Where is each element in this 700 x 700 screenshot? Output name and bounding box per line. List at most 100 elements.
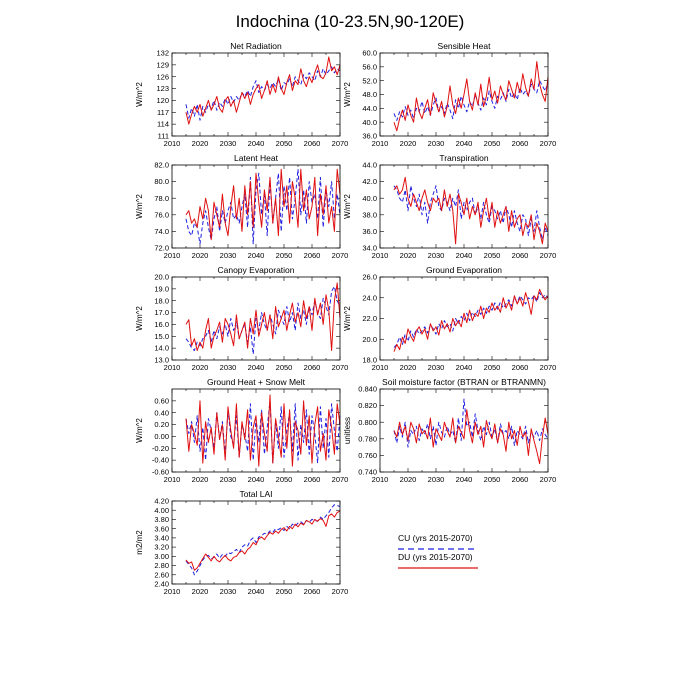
y-tick-label: 38.0 [362,210,377,219]
y-tick-label: 0.40 [154,408,169,417]
series-line-cu [185,504,341,576]
y-tick-label: 20.0 [362,335,377,344]
y-axis-label: unitless [343,417,352,444]
y-tick-label: 0.20 [154,420,169,429]
x-tick-label: 2060 [304,475,321,484]
y-tick-label: 24.0 [362,293,377,302]
y-tick-label: 0.60 [154,396,169,405]
y-axis-label: W/m^2 [343,306,352,331]
y-axis-label: W/m^2 [135,306,144,331]
x-tick-label: 2030 [220,363,237,372]
x-tick-label: 2050 [276,139,293,148]
plot-frame [171,276,341,361]
x-tick-label: 2030 [428,363,445,372]
y-tick-label: 126 [156,72,169,81]
y-tick-label: 3.60 [154,524,169,533]
x-tick-label: 2030 [428,251,445,260]
y-tick-label: 19.0 [154,284,169,293]
y-tick-label: 2.80 [154,561,169,570]
x-tick-label: 2020 [192,363,209,372]
y-tick-label: 40.0 [362,118,377,127]
x-tick-label: 2040 [456,139,473,148]
plot-frame [379,164,549,249]
panel-4: Transpiration W/m^2 2010 2020 2030 2040 2050 20… [343,153,556,260]
y-tick-label: 2.60 [154,570,169,579]
x-tick-label: 2010 [164,587,181,596]
x-tick-label: 2030 [220,251,237,260]
panel-8: Soil moisture factor (BTRAN or BTRANMN) u… [343,377,556,484]
series-line-du [185,168,341,241]
y-tick-label: 20.0 [154,273,169,282]
y-tick-label: 0.800 [358,418,377,427]
y-tick-label: 2.40 [154,580,169,589]
panel-title: Soil moisture factor (BTRAN or BTRANMN) [382,377,546,387]
plot-frame [171,388,341,473]
series-line-cu [393,292,549,348]
x-tick-label: 2040 [456,363,473,372]
x-tick-label: 2070 [332,363,349,372]
panel-1: Net Radiation W/m^2 2010 2020 2030 2040 2050 20… [135,41,348,148]
x-tick-label: 2040 [248,363,265,372]
panel-7: Ground Heat + Snow Melt W/m^2 2010 2020 2030… [135,377,348,484]
y-axis-label: W/m^2 [343,82,352,107]
x-tick-label: 2040 [456,251,473,260]
y-tick-label: 78.0 [154,194,169,203]
y-tick-label: 0.780 [358,434,377,443]
x-tick-label: 2040 [248,251,265,260]
legend-label-cu: CU (yrs 2015-2070) [398,533,473,543]
series-line-du [185,510,341,571]
x-tick-label: 2020 [400,251,417,260]
y-tick-label: 60.0 [362,49,377,58]
y-tick-label: 132 [156,49,169,58]
x-tick-label: 2060 [512,251,529,260]
y-tick-label: 114 [157,120,169,129]
y-tick-label: 44.0 [362,161,377,170]
y-tick-label: 3.00 [154,552,169,561]
y-axis-label: W/m^2 [135,82,144,107]
x-tick-label: 2020 [192,587,209,596]
x-tick-label: 2040 [248,139,265,148]
y-tick-label: 0.00 [154,432,169,441]
x-tick-label: 2030 [428,475,445,484]
x-tick-label: 2030 [220,475,237,484]
x-tick-label: 2070 [332,587,349,596]
x-tick-label: 2010 [372,475,389,484]
y-tick-label: 76.0 [154,210,169,219]
x-tick-label: 2020 [400,363,417,372]
y-tick-label: 42.0 [362,177,377,186]
y-tick-label: 44.0 [362,104,377,113]
x-tick-label: 2020 [192,139,209,148]
x-tick-label: 2050 [276,251,293,260]
y-tick-label: 0.840 [358,385,377,394]
panel-title: Ground Heat + Snow Melt [207,377,306,387]
x-tick-label: 2050 [276,475,293,484]
x-tick-label: 2060 [512,363,529,372]
y-tick-label: 4.20 [154,497,169,506]
series-line-cu [393,80,549,121]
y-tick-label: 22.0 [362,314,377,323]
y-tick-label: 72.0 [154,244,169,253]
x-tick-label: 2020 [192,475,209,484]
x-tick-label: 2050 [484,475,501,484]
x-tick-label: 2050 [484,251,501,260]
x-tick-label: 2050 [276,363,293,372]
y-tick-label: -0.60 [152,468,169,477]
y-tick-label: 52.0 [362,76,377,85]
y-tick-label: -0.20 [152,444,169,453]
series-line-du [393,176,549,245]
figure-title: Indochina (10-23.5N,90-120E) [236,12,465,31]
x-tick-label: 2010 [372,251,389,260]
series-line-du [393,409,549,465]
x-tick-label: 2010 [164,363,181,372]
panel-title: Sensible Heat [438,41,492,51]
series-line-du [393,288,549,352]
y-tick-label: 82.0 [154,161,169,170]
panel-title: Transpiration [439,153,489,163]
y-tick-label: 120 [156,96,169,105]
panel-title: Net Radiation [230,41,282,51]
x-tick-label: 2070 [540,363,557,372]
plot-frame [379,388,549,473]
panel-title: Total LAI [239,489,272,499]
plot-frame [171,164,341,249]
y-tick-label: 36.0 [362,132,377,141]
